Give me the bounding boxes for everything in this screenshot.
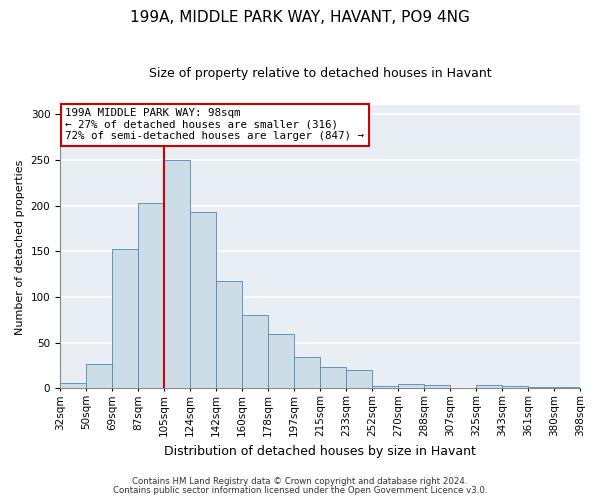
Text: 199A, MIDDLE PARK WAY, HAVANT, PO9 4NG: 199A, MIDDLE PARK WAY, HAVANT, PO9 4NG [130,10,470,25]
Bar [554,386,580,388]
Title: Size of property relative to detached houses in Havant: Size of property relative to detached ho… [149,68,491,80]
Bar [164,160,190,388]
Bar [138,203,164,388]
Bar [372,386,398,388]
Bar [528,386,554,388]
Text: 199A MIDDLE PARK WAY: 98sqm
← 27% of detached houses are smaller (316)
72% of se: 199A MIDDLE PARK WAY: 98sqm ← 27% of det… [65,108,364,142]
Bar [190,212,216,388]
Bar [294,356,320,388]
Bar [320,366,346,388]
Bar [346,370,372,388]
Bar [268,334,294,388]
Bar [216,280,242,388]
Bar [86,364,112,388]
Bar [424,385,450,388]
Text: Contains public sector information licensed under the Open Government Licence v3: Contains public sector information licen… [113,486,487,495]
Bar [502,386,528,388]
X-axis label: Distribution of detached houses by size in Havant: Distribution of detached houses by size … [164,444,476,458]
Bar [476,385,502,388]
Bar [60,383,86,388]
Bar [112,248,138,388]
Text: Contains HM Land Registry data © Crown copyright and database right 2024.: Contains HM Land Registry data © Crown c… [132,477,468,486]
Bar [242,316,268,388]
Bar [398,384,424,388]
Y-axis label: Number of detached properties: Number of detached properties [15,159,25,334]
